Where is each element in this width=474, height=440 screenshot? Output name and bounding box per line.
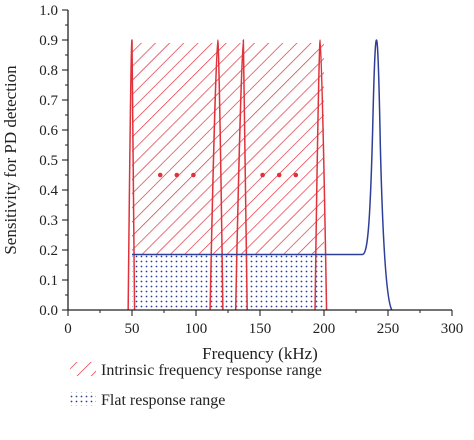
x-tick-label: 200 — [313, 321, 336, 337]
x-tick-label: 300 — [441, 321, 464, 337]
y-tick-label: 1.0 — [39, 3, 58, 19]
red-peak-1 — [209, 39, 224, 311]
legend-label-flat: Flat response range — [101, 392, 225, 409]
x-axis-label: Frequency (kHz) — [202, 344, 318, 363]
y-tick-label: 0.2 — [39, 243, 58, 259]
ellipsis-dot-1-1 — [276, 172, 282, 178]
y-tick-label: 0.6 — [39, 123, 58, 139]
y-tick-label: 0.1 — [39, 273, 58, 289]
y-tick-label: 0.0 — [39, 303, 58, 319]
legend-label-intrinsic: Intrinsic frequency response range — [101, 362, 322, 379]
x-tick-label: 0 — [64, 321, 72, 337]
x-tick-label: 50 — [125, 321, 140, 337]
y-tick-label: 0.8 — [39, 63, 58, 79]
y-tick-label: 0.9 — [39, 33, 58, 49]
ellipsis-dot-1-0 — [260, 172, 265, 178]
x-tick-label: 100 — [185, 321, 208, 337]
region-dots — [132, 254, 324, 310]
x-tick-label: 250 — [377, 321, 400, 337]
y-axis-label: Sensitivity for PD detection — [1, 65, 20, 255]
legend-swatch-hatch — [70, 362, 96, 376]
ellipsis-dot-0-0 — [157, 172, 163, 178]
ellipsis-dot-0-2 — [191, 172, 196, 178]
y-tick-label: 0.7 — [39, 93, 58, 109]
legend: Intrinsic frequency response range Flat … — [70, 362, 322, 409]
ellipsis-dot-0-1 — [174, 172, 180, 178]
legend-swatch-dots — [70, 392, 96, 406]
red-peak-2 — [234, 39, 248, 311]
legend-item-flat: Flat response range — [70, 392, 225, 409]
y-tick-label: 0.4 — [39, 183, 58, 199]
x-tick-label: 150 — [249, 321, 272, 337]
region-hatch — [132, 43, 324, 255]
y-tick-label: 0.5 — [39, 153, 58, 169]
red-peak-3 — [314, 39, 328, 311]
legend-item-intrinsic: Intrinsic frequency response range — [70, 362, 322, 379]
ellipsis-dot-1-2 — [293, 172, 299, 178]
y-tick-label: 0.3 — [39, 213, 58, 229]
blue-response-curve — [132, 39, 393, 311]
red-peak-0 — [127, 39, 136, 311]
